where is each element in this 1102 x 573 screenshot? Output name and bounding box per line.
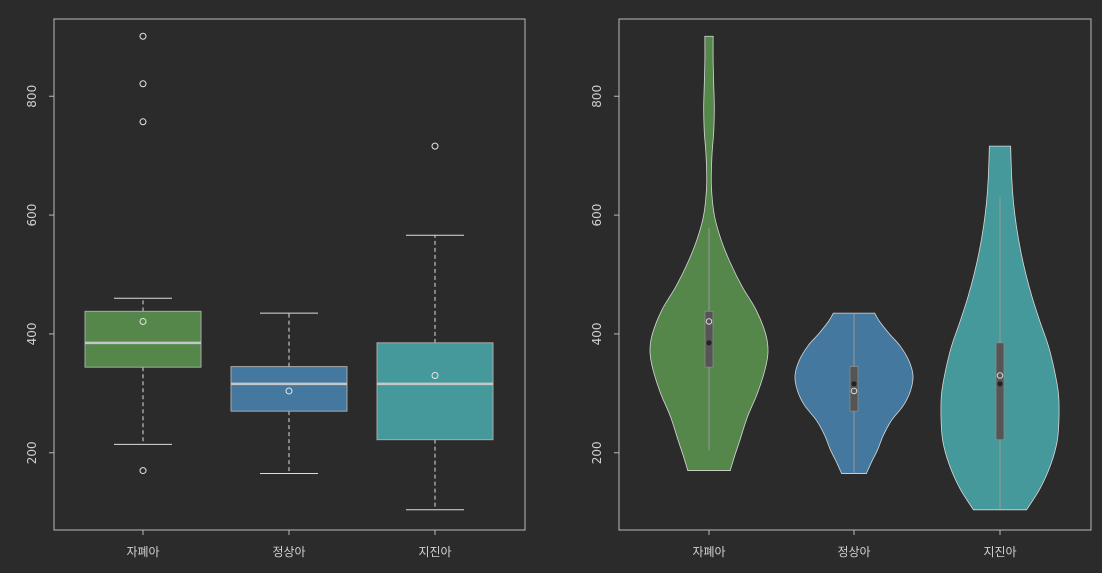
box-정상아 bbox=[230, 366, 348, 412]
mean-marker bbox=[285, 387, 293, 395]
x-tick-label: 정상아 bbox=[272, 545, 305, 559]
inner-box bbox=[849, 366, 859, 412]
y-tick-label: 400 bbox=[590, 322, 604, 345]
mean-marker bbox=[850, 387, 858, 395]
median-point bbox=[706, 340, 712, 346]
boxplot-panel: 200 400 600 800 자폐아 정상아 지진아 bbox=[25, 18, 526, 559]
outlier-point bbox=[139, 32, 147, 40]
y-tick-label: 800 bbox=[590, 85, 604, 108]
box-지진아 bbox=[376, 342, 494, 441]
violin-panel: 200 400 600 800 자폐아 정상아 지진아 bbox=[590, 18, 1092, 559]
median-point bbox=[997, 381, 1003, 387]
mean-marker bbox=[139, 317, 147, 325]
outlier-point bbox=[139, 80, 147, 88]
outlier-point bbox=[139, 118, 147, 126]
mean-marker bbox=[431, 372, 439, 380]
x-tick-label: 정상아 bbox=[837, 545, 870, 559]
outlier-point bbox=[139, 467, 147, 475]
x-tick-label: 지진아 bbox=[418, 545, 451, 559]
median-point bbox=[851, 381, 857, 387]
mean-marker bbox=[996, 372, 1004, 379]
inner-box bbox=[704, 310, 714, 368]
outlier-point bbox=[431, 142, 439, 150]
plot-frame bbox=[618, 18, 1092, 531]
box-자폐아 bbox=[84, 310, 202, 368]
mean-marker bbox=[705, 318, 713, 325]
y-tick-label: 800 bbox=[25, 85, 39, 108]
inner-box bbox=[995, 342, 1005, 441]
y-tick-label: 200 bbox=[25, 441, 39, 464]
y-tick-label: 400 bbox=[25, 322, 39, 345]
y-tick-label: 600 bbox=[25, 204, 39, 227]
y-tick-label: 200 bbox=[590, 441, 604, 464]
x-tick-label: 지진아 bbox=[983, 545, 1016, 559]
x-tick-label: 자폐아 bbox=[126, 545, 159, 559]
x-tick-label: 자폐아 bbox=[692, 545, 725, 559]
y-tick-label: 600 bbox=[590, 204, 604, 227]
